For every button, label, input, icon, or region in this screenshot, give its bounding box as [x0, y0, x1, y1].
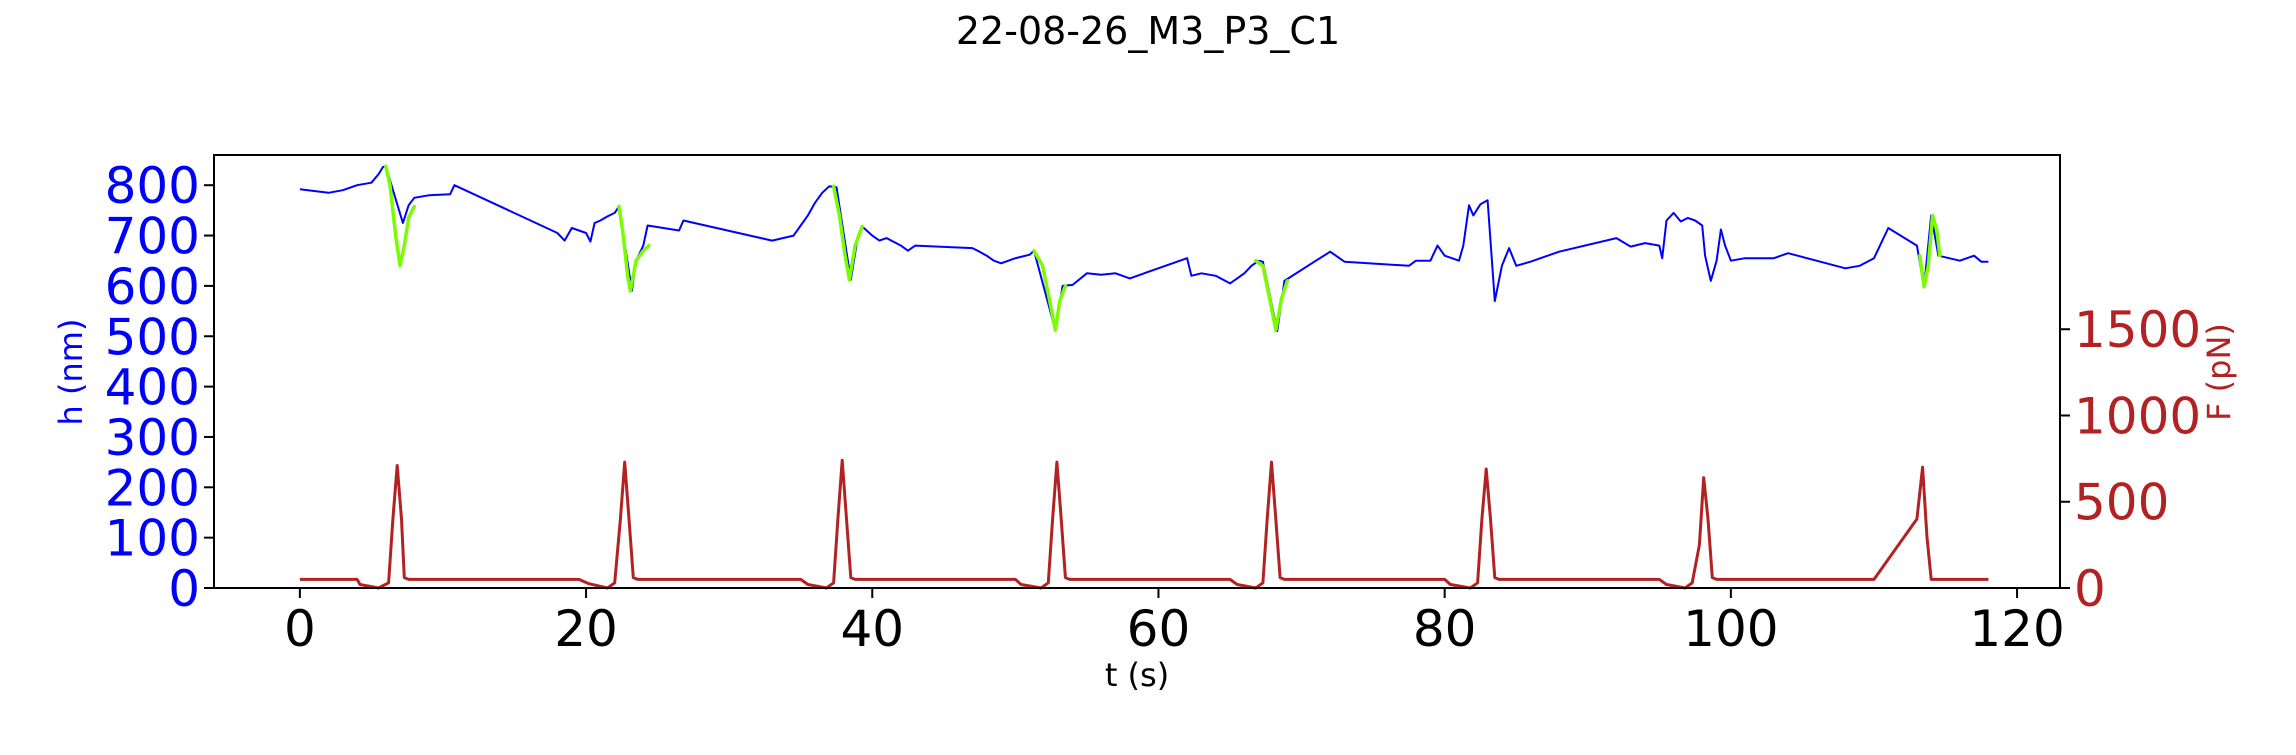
x-tick-label: 80 — [1413, 600, 1477, 658]
y-tick-label-left: 400 — [105, 359, 200, 417]
series-line-0 — [299, 165, 1989, 333]
x-tick-label: 0 — [284, 600, 316, 658]
y-axis-label-right: F (pN) — [2200, 323, 2238, 421]
chart-title: 22-08-26_M3_P3_C1 — [956, 9, 1340, 53]
y-tick-label-left: 600 — [105, 258, 200, 316]
y-tick-label-right: 1000 — [2074, 387, 2201, 445]
y-axis-label-left: h (nm) — [52, 319, 90, 426]
y-tick-label-left: 200 — [105, 459, 200, 517]
x-tick-label: 40 — [840, 600, 904, 658]
plot-area — [299, 164, 1989, 590]
plot-frame — [213, 154, 2061, 589]
series-segment-1-2 — [831, 184, 864, 282]
y-tick-label-left: 100 — [105, 510, 200, 568]
series-segment-1-1 — [617, 204, 651, 293]
y-tick-label-left: 0 — [168, 560, 200, 618]
x-axis-label: t (s) — [1105, 656, 1169, 694]
y-tick-label-left: 800 — [105, 157, 200, 215]
series-segment-1-5 — [1918, 213, 1942, 289]
x-tick-label: 100 — [1683, 600, 1778, 658]
y-tick-label-right: 1500 — [2074, 301, 2201, 359]
x-tick-label: 120 — [1969, 600, 2064, 658]
series-line-2 — [299, 458, 1989, 590]
y-tick-label-right: 500 — [2074, 474, 2169, 532]
y-tick-label-right: 0 — [2074, 560, 2106, 618]
y-tick-label-left: 300 — [105, 409, 200, 467]
y-tick-label-left: 500 — [105, 308, 200, 366]
axes: 0 20 40 60 80 100 1200100200300400500600700800… — [105, 157, 2202, 658]
series-segment-1-0 — [383, 164, 417, 268]
x-tick-label: 60 — [1127, 600, 1191, 658]
series-segment-1-4 — [1254, 258, 1290, 332]
x-tick-label: 20 — [554, 600, 618, 658]
series-segment-1-3 — [1032, 248, 1068, 332]
y-tick-label-left: 700 — [105, 208, 200, 266]
